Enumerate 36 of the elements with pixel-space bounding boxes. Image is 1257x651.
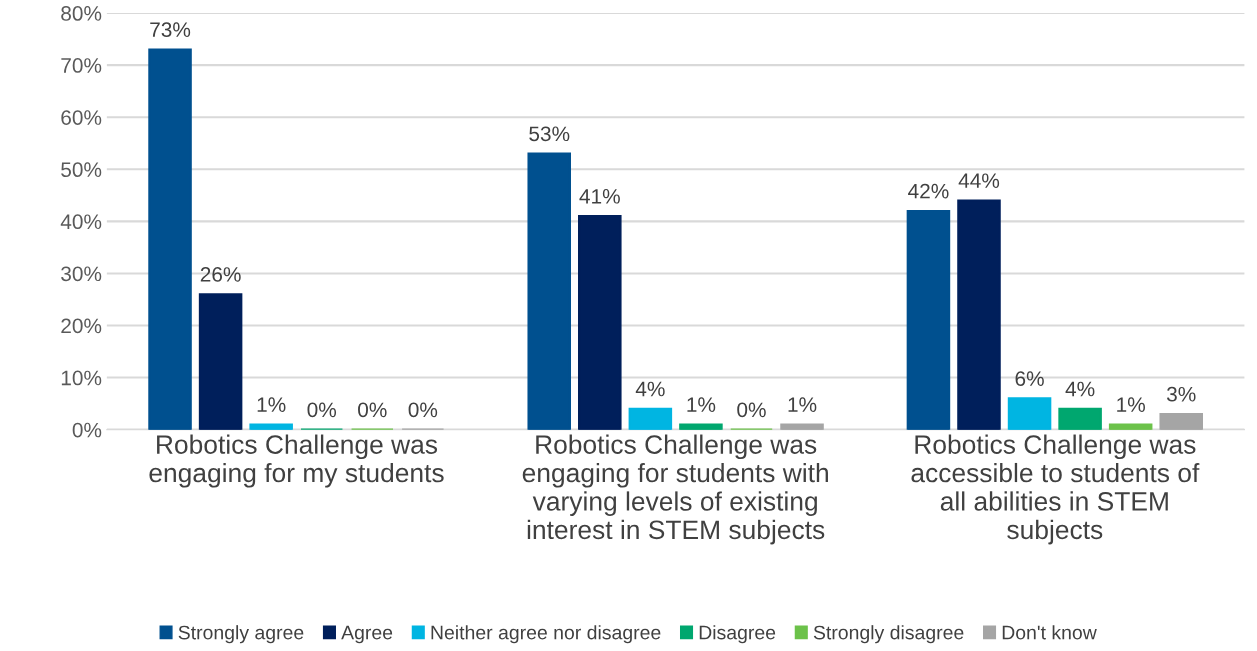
data-label: 0%: [307, 402, 337, 418]
data-label: 41%: [579, 189, 620, 204]
data-label: 1%: [687, 397, 716, 412]
x-tick-label: Robotics Challenge was engaging for students with varying levels of existing interest in STEM subjects: [522, 434, 828, 545]
data-label: 1%: [788, 397, 817, 412]
legend-label: Agree: [341, 625, 393, 644]
data-label: 73%: [150, 22, 191, 38]
y-tick-label: 30%: [61, 266, 102, 282]
data-label: 44%: [958, 173, 1000, 188]
y-tick-label: 0%: [72, 422, 102, 438]
legend-label: Strongly agree: [178, 625, 304, 644]
legend-label: Don't know: [1002, 625, 1097, 640]
data-label: 3%: [1166, 386, 1196, 402]
legend-label: Neither agree nor disagree: [431, 625, 661, 644]
y-tick-label: 20%: [61, 318, 102, 334]
data-label: 4%: [635, 381, 665, 397]
y-tick-label: 40%: [60, 214, 102, 230]
data-label: 0%: [408, 402, 438, 418]
data-label: 53%: [529, 126, 570, 142]
data-label: 26%: [200, 267, 241, 282]
legend-label: Disagree: [699, 625, 776, 644]
y-tick-label: 50%: [61, 162, 102, 178]
y-tick-label: 60%: [61, 110, 102, 125]
data-label: 1%: [1117, 397, 1145, 412]
y-tick-label: 10%: [61, 370, 102, 386]
x-tick-label: Robotics Challenge was engaging for my students: [149, 434, 444, 488]
data-label: 42%: [908, 183, 949, 199]
data-label: 1%: [257, 397, 286, 412]
x-tick-label: Robotics Challenge was accessible to students of all abilities in STEM subjects: [911, 434, 1200, 545]
data-label: 6%: [1015, 371, 1044, 386]
y-tick-label: 70%: [61, 58, 102, 73]
data-label: 0%: [358, 402, 387, 418]
data-label: 4%: [1065, 381, 1095, 397]
y-tick-label: 80%: [61, 6, 102, 21]
data-label: 0%: [737, 402, 766, 418]
legend-label: Strongly disagree: [813, 625, 964, 644]
